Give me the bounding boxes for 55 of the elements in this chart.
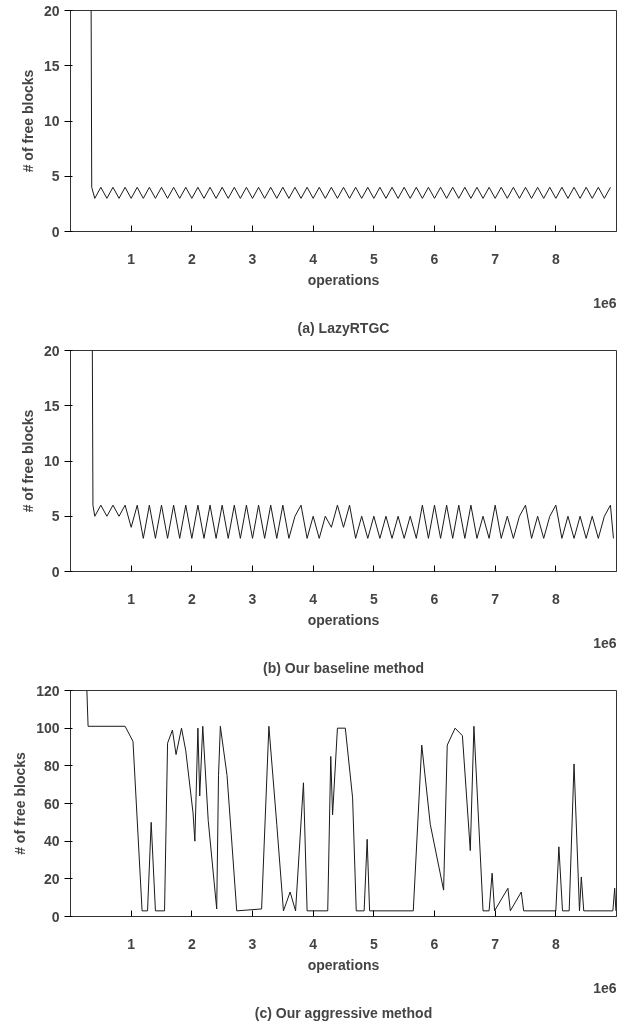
x-tick-label: 2 (187, 250, 196, 267)
x-tick-label: 5 (369, 935, 378, 952)
line-series (91, 350, 614, 539)
y-tick-label: 40 (43, 833, 60, 850)
y-axis-title: # of free blocks (12, 751, 29, 855)
x-tick-label: 1 (127, 935, 136, 952)
line-series (86, 690, 617, 912)
x-tick-label: 4 (309, 590, 318, 607)
y-tick-label: 80 (43, 757, 60, 774)
y-tick-label: 60 (43, 795, 60, 812)
x-tick-label: 5 (369, 250, 378, 267)
x-axis-title: operations (307, 956, 380, 973)
text: 1e6 (593, 634, 617, 651)
x-tick-label: 7 (491, 590, 500, 607)
y-tick-label: 15 (43, 57, 60, 74)
x-tick-label: 6 (430, 935, 439, 952)
x-axis-title: operations (307, 271, 380, 288)
y-tick-label: 20 (43, 870, 60, 887)
text: (a) LazyRTGC (297, 319, 390, 336)
text: 1e6 (593, 294, 617, 311)
y-axis-title: # of free blocks (19, 409, 36, 513)
text: (b) Our baseline method (262, 659, 425, 676)
y-tick-label: 0 (51, 908, 60, 925)
y-tick-label: 15 (43, 397, 60, 414)
y-tick-label: 5 (51, 508, 60, 525)
y-tick-label: 5 (51, 168, 60, 185)
y-tick-label: 20 (43, 2, 60, 19)
x-tick-label: 6 (430, 250, 439, 267)
x-tick-label: 6 (430, 590, 439, 607)
x-tick-label: 7 (491, 935, 500, 952)
y-tick-label: 0 (51, 563, 60, 580)
x-axis-title: operations (307, 611, 380, 628)
y-axis-title: # of free blocks (19, 69, 36, 173)
y-tick-label: 120 (36, 682, 60, 699)
x-tick-label: 3 (248, 250, 257, 267)
x-tick-label: 3 (248, 935, 257, 952)
x-tick-label: 1 (127, 590, 136, 607)
x-tick-label: 8 (551, 935, 560, 952)
y-tick-label: 10 (43, 113, 60, 129)
x-tick-label: 3 (248, 590, 257, 607)
y-tick-label: 100 (36, 720, 60, 737)
x-tick-label: 2 (187, 935, 196, 952)
x-tick-label: 7 (491, 250, 500, 267)
text: (c) Our aggressive method (254, 1004, 433, 1021)
y-tick-label: 20 (43, 342, 60, 359)
text: 1e6 (593, 979, 617, 996)
x-tick-label: 1 (127, 250, 136, 267)
y-tick-label: 10 (43, 453, 60, 469)
y-tick-label: 0 (51, 223, 60, 240)
x-tick-label: 2 (187, 590, 196, 607)
x-tick-label: 4 (309, 935, 318, 952)
x-tick-label: 5 (369, 590, 378, 607)
x-tick-label: 8 (551, 250, 560, 267)
x-tick-label: 4 (309, 250, 318, 267)
x-tick-label: 8 (551, 590, 560, 607)
